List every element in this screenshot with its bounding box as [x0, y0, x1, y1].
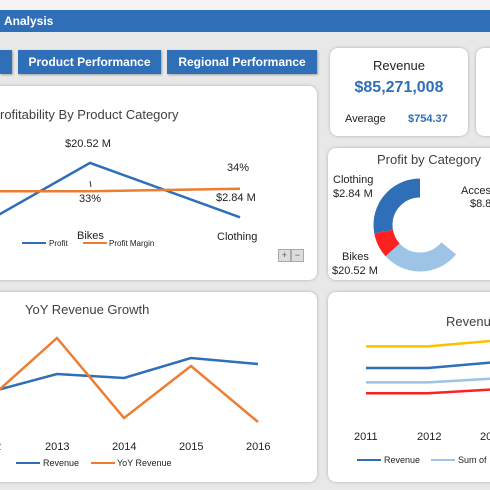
donut-chart [373, 178, 467, 272]
slice-value-clothing: $2.84 M [333, 188, 373, 200]
donut-slice-bikes [373, 178, 467, 272]
yoy-revenue-chart [0, 336, 259, 464]
revenue-value: $85,271,008 [354, 79, 444, 96]
x-tick-2016: 2016 [246, 441, 271, 453]
profit-by-category-title: Profit by Category [377, 152, 482, 167]
zoom-in-button[interactable]: + [278, 249, 291, 262]
yoy-revenue-title: YoY Revenue Growth [25, 302, 150, 317]
legend-label-margin: Profit Margin [109, 239, 155, 248]
revenue-series-line [0, 356, 259, 391]
revenue-card: Revenue $85,271,008 Average $754.37 [330, 48, 468, 136]
slice-label-accessories: Access [461, 185, 490, 197]
legend-label-yoy: YoY Revenue [117, 458, 172, 468]
tab-regional-performance[interactable]: Regional Performance [167, 50, 317, 74]
profit-margin-series-line [0, 187, 241, 193]
zoom-out-button[interactable]: − [291, 249, 304, 262]
slice-label-clothing: Clothing [333, 174, 374, 186]
average-label: Average [345, 113, 386, 125]
tab-overview[interactable] [0, 50, 12, 74]
tab-product-performance[interactable]: Product Performance [18, 50, 161, 74]
data-label-bikes-margin: 33% [79, 193, 102, 205]
slice-label-bikes: Bikes [342, 251, 369, 263]
data-label-clothing-margin: 34% [227, 162, 250, 174]
x-tick-2012: 2 [0, 441, 1, 453]
toolbar-strip [0, 0, 490, 10]
data-label-clothing-profit: $2.84 M [216, 192, 256, 204]
x-tick-2011: 2011 [354, 431, 378, 443]
x-tick-2013: 2013 [45, 441, 70, 453]
data-label-leader [89, 180, 92, 188]
revenue-card-title: Revenue [372, 58, 426, 73]
legend-label-sum: Sum of [458, 455, 487, 465]
profit-series-line [0, 161, 241, 219]
x-tick-2012-b: 2012 [417, 431, 442, 443]
yellow-series-line [366, 339, 490, 348]
donut-hole [393, 198, 447, 252]
data-label-bikes-profit: $20.52 M [65, 138, 111, 150]
revenue-trend-panel: Revenu 2011 2012 201 Revenue Sum of [328, 292, 490, 482]
profit-by-category-panel: Profit by Category Clothing $2.84 M Acce… [328, 148, 490, 280]
average-value: $754.37 [408, 113, 448, 125]
legend-label-profit: Profit [49, 239, 68, 248]
profitability-chart [0, 161, 241, 244]
yoy-revenue-series-line [0, 336, 259, 423]
revenue-trend-title: Revenu [446, 314, 490, 329]
x-tick-2014: 2014 [112, 441, 137, 453]
yoy-revenue-panel: YoY Revenue Growth 2 2013 2014 2015 2016… [0, 292, 317, 482]
profitability-panel: rofitability By Product Category $20.52 … [0, 86, 317, 280]
revenue-series-line-2 [366, 361, 490, 370]
slice-value-bikes: $20.52 M [332, 265, 378, 277]
revenue-trend-chart [357, 339, 490, 461]
red-series-line [366, 388, 490, 395]
x-tick-2013-b: 201 [480, 431, 490, 443]
donut-slice-accessories [373, 178, 467, 272]
kpi-card-partial [476, 48, 490, 136]
legend-label-revenue-2: Revenue [384, 455, 421, 465]
sum-series-line [366, 377, 490, 384]
window-title: Analysis [0, 10, 490, 32]
profitability-title: rofitability By Product Category [0, 107, 179, 122]
x-tick-2015: 2015 [179, 441, 204, 453]
slice-value-accessories: $8.8 [470, 198, 490, 210]
x-tick-bikes: Bikes [77, 230, 104, 242]
legend-label-revenue: Revenue [43, 458, 80, 468]
x-tick-clothing: Clothing [217, 231, 258, 243]
